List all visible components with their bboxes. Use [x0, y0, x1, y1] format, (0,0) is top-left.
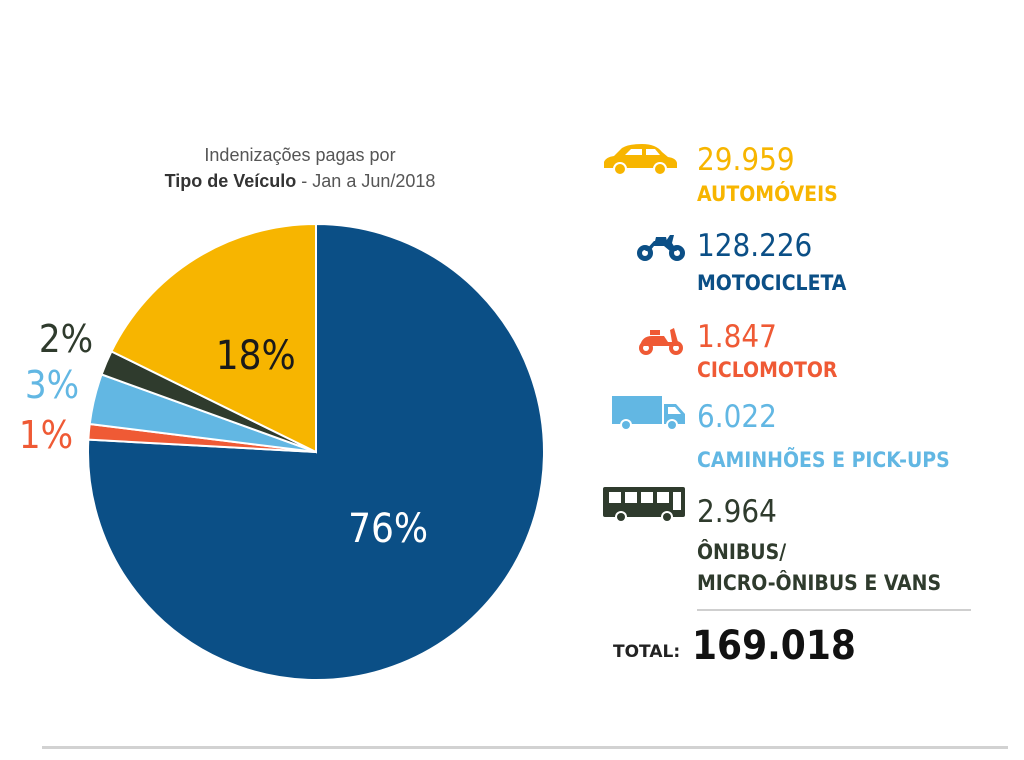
total-label: TOTAL: [613, 642, 681, 662]
legend-item-automoveis: 29.959 AUTOMÓVEIS [600, 143, 1024, 213]
legend-item-onibus: 2.964 ÔNIBUS/ MICRO-ÔNIBUS E VANS [600, 487, 1024, 605]
pie-label-autom-veis: 18% [216, 333, 296, 379]
legend-label-motocicleta: MOTOCICLETA [697, 271, 847, 295]
legend-label-ciclomotor: CICLOMOTOR [697, 358, 838, 382]
car-icon [600, 143, 680, 181]
scooter-icon [636, 324, 686, 360]
chart-title: Indenizações pagas por Tipo de Veículo -… [120, 142, 480, 194]
pie-label-nibus-micro-nibus-e-vans: 2% [39, 317, 93, 361]
legend-item-caminhoes: 6.022 CAMINHÕES E PICK-UPS [600, 396, 1024, 478]
motorcycle-icon [636, 231, 686, 267]
truck-icon [612, 396, 686, 436]
legend-label-onibus-line2: MICRO-ÔNIBUS E VANS [697, 571, 942, 595]
chart-title-line1: Indenizações pagas por [204, 145, 396, 165]
legend-value-ciclomotor: 1.847 [697, 319, 777, 355]
legend-label-onibus-line1: ÔNIBUS/ [697, 540, 787, 564]
bus-icon [603, 487, 687, 529]
pie-label-ciclomotor: 1% [19, 413, 73, 457]
legend-divider [697, 609, 971, 611]
chart-title-bold: Tipo de Veículo [164, 171, 297, 191]
chart-title-line2: Tipo de Veículo - Jan a Jun/2018 [120, 168, 480, 194]
legend-label-automoveis: AUTOMÓVEIS [697, 182, 838, 206]
legend-label-caminhoes: CAMINHÕES E PICK-UPS [697, 448, 950, 472]
legend-item-ciclomotor: 1.847 CICLOMOTOR [600, 320, 1024, 390]
legend-value-caminhoes: 6.022 [697, 399, 777, 435]
pie-label-caminh-es-e-pick-ups: 3% [25, 363, 79, 407]
chart-title-period: - Jan a Jun/2018 [296, 171, 436, 191]
legend-item-motocicleta: 128.226 MOTOCICLETA [600, 229, 1024, 299]
legend-value-automoveis: 29.959 [697, 142, 795, 178]
total-value: 169.018 [692, 623, 856, 669]
bottom-divider [42, 746, 1008, 749]
pie-slice-motocicleta [87, 222, 545, 681]
legend: 29.959 AUTOMÓVEIS 128.226 MOTOCICLETA 1.… [600, 0, 1024, 760]
pie-label-motocicleta: 76% [348, 506, 428, 552]
pie-chart: 76% 1% 3%2% 18% [19, 222, 545, 681]
pie-slice-autom-veis [110, 222, 317, 454]
legend-value-motocicleta: 128.226 [697, 228, 813, 264]
legend-value-onibus: 2.964 [697, 494, 777, 530]
